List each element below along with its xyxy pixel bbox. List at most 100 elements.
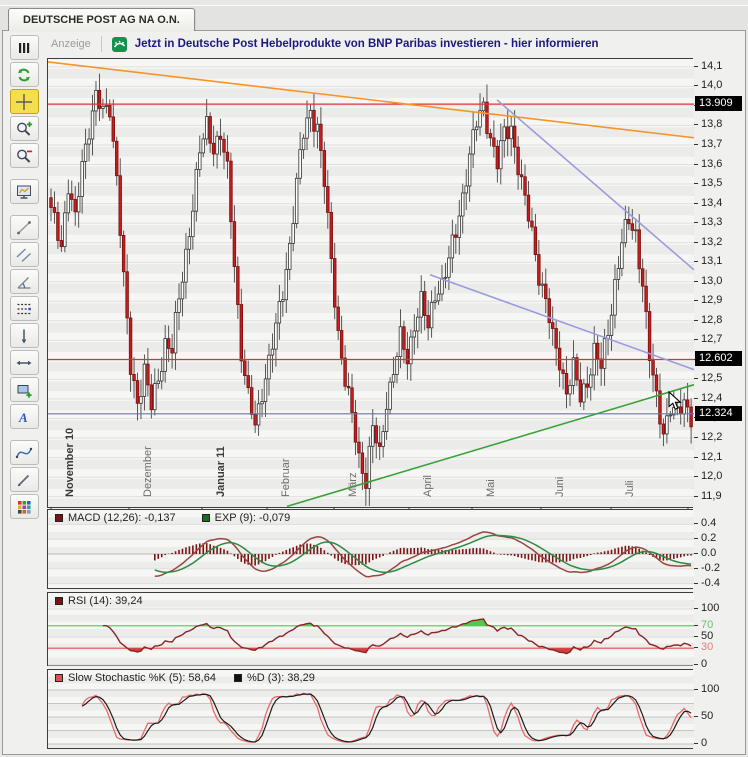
rsi-axis: 100 70 50 30 0 xyxy=(694,592,747,670)
axis-tick xyxy=(694,319,698,321)
pen-icon xyxy=(15,471,33,489)
axis-tick xyxy=(694,339,698,341)
month-label: Mai xyxy=(485,479,497,497)
axis-label: 0.4 xyxy=(701,517,717,530)
axis-tick xyxy=(694,300,698,302)
axis-tick xyxy=(694,538,698,540)
axis-label: 0 xyxy=(701,658,708,670)
curve-button[interactable] xyxy=(9,440,39,465)
tab-deutsche-post[interactable]: DEUTSCHE POST AG NA O.N. xyxy=(8,8,195,31)
axis-tick xyxy=(694,647,698,649)
vertical-line-icon xyxy=(15,327,33,345)
axis-label: 50 xyxy=(701,710,714,722)
angle-button[interactable] xyxy=(9,269,39,294)
axis-label: -0.4 xyxy=(701,576,720,589)
axis-label: 13,4 xyxy=(701,196,723,209)
refresh-icon xyxy=(15,66,33,84)
columns-icon xyxy=(15,39,33,57)
axis-label: 13,2 xyxy=(701,235,723,248)
tab-title: DEUTSCHE POST AG NA O.N. xyxy=(23,14,180,26)
axis-tick xyxy=(694,163,698,165)
axis-tick xyxy=(694,202,698,204)
horizontal-line-button[interactable] xyxy=(9,350,39,375)
axis-tick xyxy=(694,85,698,87)
price-chart-panel[interactable]: November 10 Dezember Januar 11 Februar März A… xyxy=(47,58,695,512)
axis-tick xyxy=(694,636,698,637)
axis-tick xyxy=(694,456,698,458)
axis-label: 100 xyxy=(701,602,720,614)
axis-label: 0 xyxy=(701,737,708,749)
axis-tick xyxy=(694,743,698,744)
parallel-channel-button[interactable] xyxy=(9,242,39,267)
axis-tick xyxy=(694,582,698,584)
layout-columns-button[interactable] xyxy=(9,35,39,60)
parallel-lines-icon xyxy=(15,246,33,264)
svg-text:A: A xyxy=(18,410,28,425)
shape-icon xyxy=(15,381,33,399)
axis-label: 0.2 xyxy=(701,532,717,545)
macd-panel[interactable]: MACD (12,26): -0,137 EXP (9): -0,079 xyxy=(47,509,694,589)
stoch-k-swatch xyxy=(55,674,63,682)
stoch-d-swatch xyxy=(233,674,242,682)
month-label: Februar xyxy=(280,458,292,497)
fibonacci-icon xyxy=(15,300,33,318)
trendline-button[interactable] xyxy=(9,215,39,240)
axis-label: 100 xyxy=(701,683,720,695)
bnp-logo-icon xyxy=(111,36,127,52)
axis-tick xyxy=(694,523,698,525)
month-label: Dezember xyxy=(142,446,154,497)
month-label: Juni xyxy=(554,476,566,497)
axis-label: 13,3 xyxy=(701,216,723,229)
axis-tick xyxy=(694,261,698,263)
axis-label: 13,7 xyxy=(701,137,723,150)
axis-tick xyxy=(694,183,698,185)
axis-label: 12,9 xyxy=(701,294,723,307)
axis-tick xyxy=(694,624,698,626)
axis-tick xyxy=(694,476,698,478)
ad-link[interactable]: Jetzt in Deutsche Post Hebelprodukte von… xyxy=(134,38,599,50)
axis-tick xyxy=(694,553,698,554)
chart-window-button[interactable] xyxy=(9,179,39,204)
chart-topbar: Anzeige Jetzt in Deutsche Post Hebelprod… xyxy=(43,31,745,57)
zoom-in-button[interactable] xyxy=(9,116,39,141)
axis-label: 13,1 xyxy=(701,255,723,268)
fibonacci-button[interactable] xyxy=(9,296,39,321)
axis-tick xyxy=(694,222,698,224)
stoch-d-value-label: %D (3): 38,29 xyxy=(246,672,315,684)
rsi-series-swatch xyxy=(55,597,63,605)
tab-strip: DEUTSCHE POST AG NA O.N. xyxy=(0,5,748,31)
macd-axis: 0.4 0.2 0.0 -0.2 -0.4 xyxy=(694,509,747,589)
shape-button[interactable] xyxy=(9,377,39,402)
price-level-badge: 12.324 xyxy=(695,405,742,421)
text-icon: A xyxy=(15,408,33,426)
axis-tick xyxy=(694,716,698,717)
vertical-line-button[interactable] xyxy=(9,323,39,348)
stochastic-panel[interactable]: Slow Stochastic %K (5): 58,64 %D (3): 38… xyxy=(47,669,694,749)
pen-button[interactable] xyxy=(9,467,39,492)
zoom-out-icon xyxy=(15,147,33,165)
macd-series-swatch xyxy=(55,514,63,522)
rsi-panel[interactable]: RSI (14): 39,24 xyxy=(47,592,694,666)
month-label: April xyxy=(422,474,434,497)
month-label: Januar 11 xyxy=(215,446,227,497)
zoom-out-button[interactable] xyxy=(9,143,39,168)
rsi-legend: RSI (14): 39,24 xyxy=(55,595,143,607)
horizontal-line-icon xyxy=(15,354,33,372)
left-toolbar: A xyxy=(6,34,42,520)
macd-legend: MACD (12,26): -0,137 EXP (9): -0,079 xyxy=(55,512,290,524)
axis-label: 13,6 xyxy=(701,157,723,170)
axis-label: 12,2 xyxy=(701,431,723,444)
palette-button[interactable] xyxy=(9,494,39,519)
stoch-k-value-label: Slow Stochastic %K (5): 58,64 xyxy=(68,672,216,684)
text-button[interactable]: A xyxy=(9,404,39,429)
axis-label: 12,1 xyxy=(701,450,723,463)
angle-icon xyxy=(15,273,33,291)
curve-icon xyxy=(15,444,33,462)
axis-label: 0.0 xyxy=(701,547,717,559)
axis-label: 14,1 xyxy=(701,59,723,72)
stochastic-axis: 100 50 0 xyxy=(694,669,747,749)
refresh-button[interactable] xyxy=(9,62,39,87)
axis-label: -0.2 xyxy=(701,561,720,574)
anzeige-menu[interactable]: Anzeige xyxy=(51,38,91,50)
crosshair-button[interactable] xyxy=(9,89,39,114)
